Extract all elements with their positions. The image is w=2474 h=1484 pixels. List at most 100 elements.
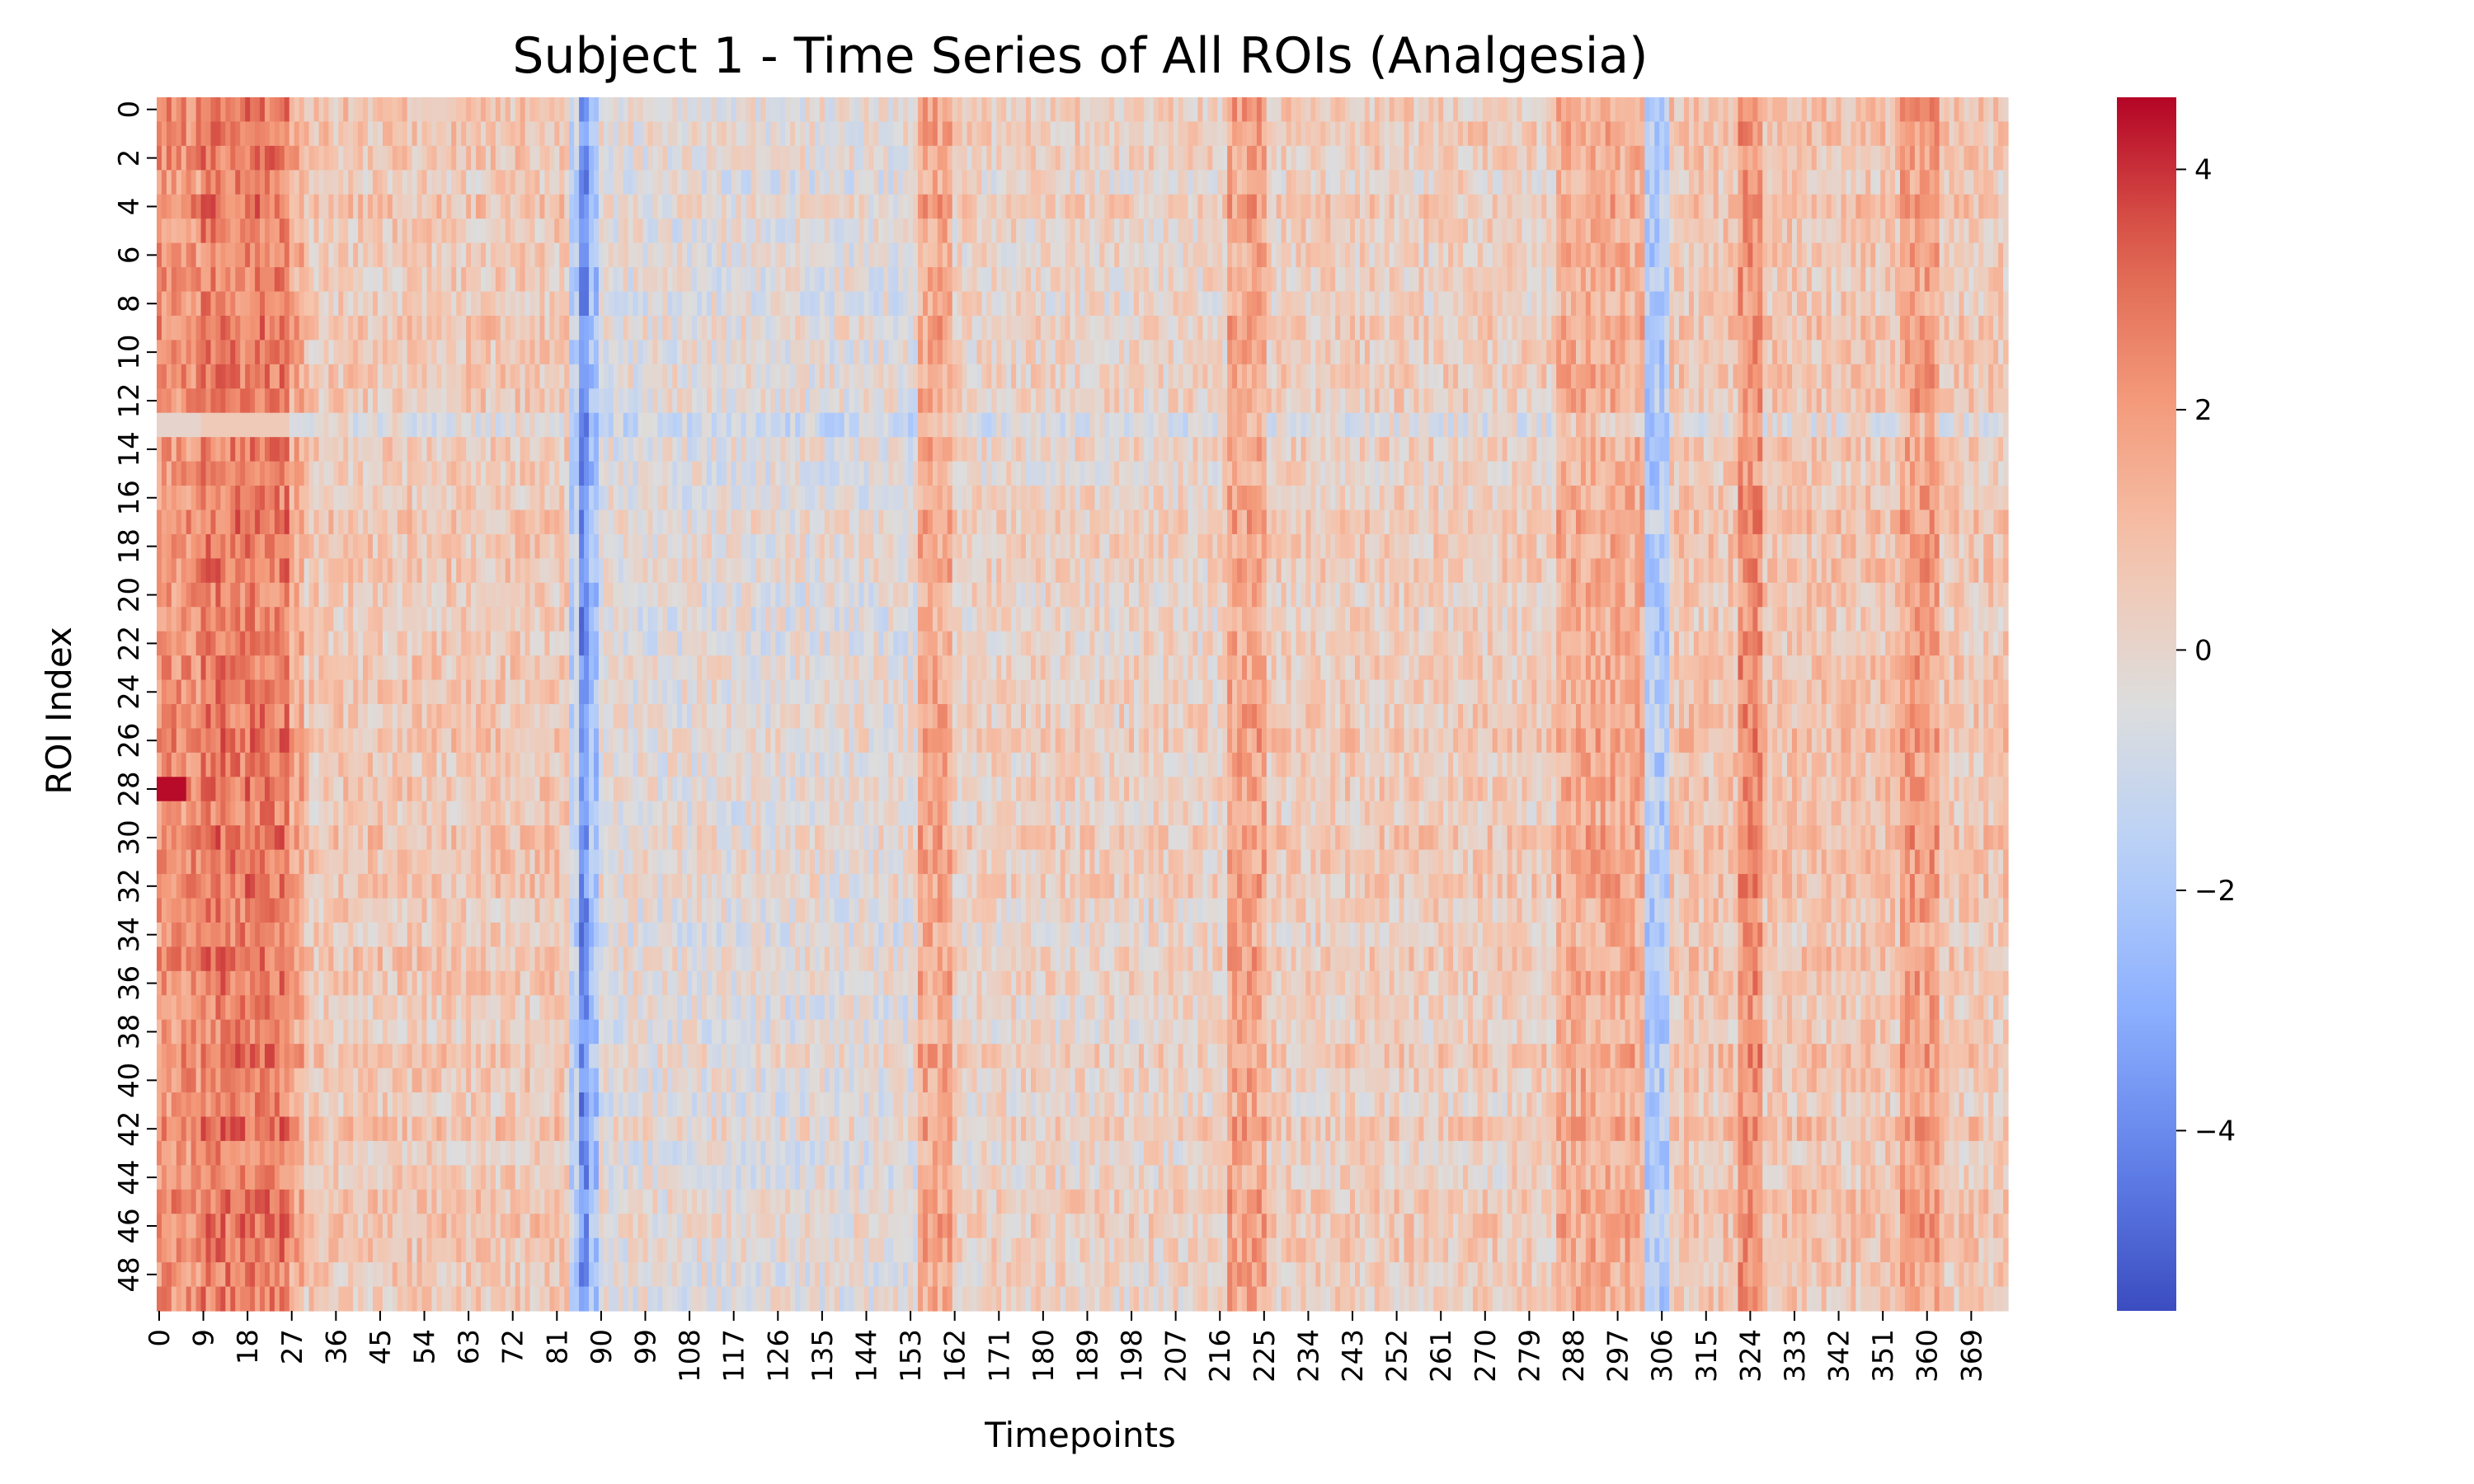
heatmap-cell [1482,267,1489,293]
heatmap-cell [1055,340,1061,365]
heatmap-cell [1713,170,1719,195]
heatmap-cell [171,340,177,365]
heatmap-cell [1384,364,1390,389]
heatmap-cell [1246,315,1253,340]
heatmap-cell [1728,315,1734,340]
heatmap-cell [279,388,285,414]
heatmap-cell [598,412,604,438]
heatmap-cell [1355,315,1361,340]
heatmap-cell [1335,218,1341,244]
heatmap-cell [1266,291,1272,317]
heatmap-cell [1590,170,1597,195]
heatmap-cell [1006,315,1012,340]
heatmap-cell [313,291,320,317]
heatmap-cell [1281,218,1287,244]
heatmap-cell [574,412,580,438]
heatmap-cell [711,242,717,268]
heatmap-cell [922,291,929,317]
heatmap-cell [932,145,938,171]
heatmap-cell [382,170,388,195]
heatmap-cell [176,218,182,244]
heatmap-cell [1826,121,1832,147]
heatmap-cell [1904,267,1911,293]
heatmap-cell [976,121,983,147]
heatmap-cell [1026,315,1032,340]
heatmap-cell [824,97,830,123]
heatmap-cell [1620,267,1626,293]
heatmap-cell [1630,364,1636,389]
heatmap-cell [996,291,1002,317]
heatmap-cell [1173,194,1179,219]
heatmap-cell [918,145,924,171]
heatmap-cell [554,388,560,414]
heatmap-cell [918,267,924,293]
heatmap-cell [303,291,310,317]
heatmap-cell [1168,242,1174,268]
heatmap-cell [1791,194,1798,219]
heatmap-cell [166,364,172,389]
heatmap-cell [240,242,246,268]
heatmap-cell [888,145,894,171]
heatmap-cell [284,121,290,147]
heatmap-cell [245,170,251,195]
heatmap-cell [883,267,889,293]
heatmap-cell [839,145,845,171]
heatmap-cell [986,170,992,195]
heatmap-cell [1914,340,1921,365]
heatmap-cell [1094,267,1100,293]
heatmap-cell [161,340,167,365]
heatmap-cell [559,315,565,340]
heatmap-cell [741,170,747,195]
heatmap-cell [1526,315,1532,340]
heatmap-cell [1084,388,1091,414]
heatmap-cell [1743,145,1748,171]
heatmap-cell [1929,218,1935,244]
heatmap-cell [1782,315,1788,340]
heatmap-cell [520,412,526,438]
heatmap-cell [642,97,649,123]
heatmap-cell [1674,145,1680,171]
heatmap-cell [623,291,629,317]
heatmap-cell [1266,97,1272,123]
heatmap-cell [1335,291,1341,317]
heatmap-cell [1458,388,1464,414]
heatmap-cell [628,267,634,293]
heatmap-cell [230,291,236,317]
heatmap-cell [1335,242,1341,268]
heatmap-cell [490,170,496,195]
heatmap-cell [967,170,973,195]
heatmap-cell [1959,194,1964,219]
heatmap-cell [1998,315,2004,340]
heatmap-cell [1762,340,1768,365]
heatmap-cell [1335,364,1341,389]
heatmap-cell [1973,267,1979,293]
heatmap-cell [1050,170,1056,195]
heatmap-cell [1767,267,1773,293]
heatmap-cell [1497,291,1503,317]
heatmap-cell [1816,291,1823,317]
heatmap-cell [790,145,796,171]
heatmap-cell [1885,291,1891,317]
heatmap-cell [1040,388,1047,414]
heatmap-cell [392,242,398,268]
heatmap-cell [854,97,860,123]
heatmap-cell [1880,97,1886,123]
heatmap-cell [373,412,379,438]
heatmap-cell [952,242,958,268]
heatmap-cell [510,388,516,414]
heatmap-cell [628,291,634,317]
heatmap-cell [397,267,403,293]
heatmap-cell [1816,97,1823,123]
heatmap-cell [814,145,821,171]
heatmap-cell [1625,170,1631,195]
heatmap-cell [1796,97,1803,123]
heatmap-cell [515,242,521,268]
heatmap-cell [1138,194,1145,219]
heatmap-cell [1143,242,1150,268]
heatmap-cell [750,218,757,244]
heatmap-cell [308,145,315,171]
heatmap-cell [952,291,958,317]
heatmap-cell [1600,340,1606,365]
heatmap-cell [672,145,678,171]
heatmap-cell [387,242,393,268]
